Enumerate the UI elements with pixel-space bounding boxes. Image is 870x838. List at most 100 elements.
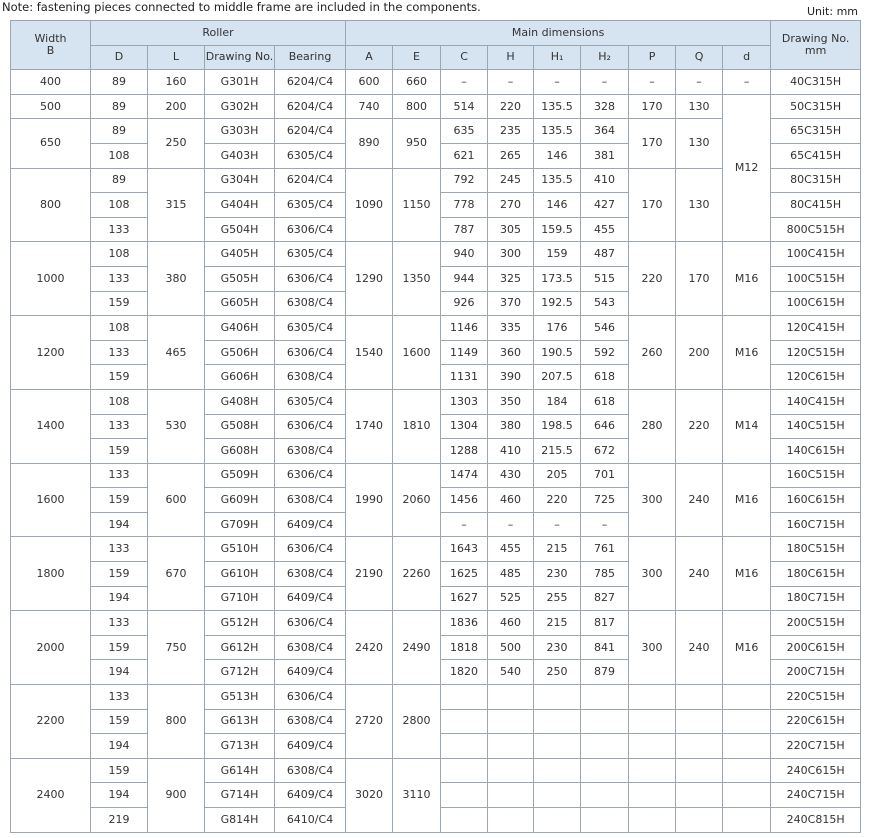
- cell: 1149: [440, 339, 489, 366]
- cell-text: 543: [594, 296, 616, 310]
- cell-text: 135.5: [541, 99, 573, 113]
- cell-text: 159: [108, 640, 130, 654]
- cell-text: M12: [734, 161, 759, 175]
- cell: 660: [392, 69, 442, 95]
- cell: 6409/C4: [273, 585, 347, 612]
- cell: 701: [580, 462, 630, 489]
- cell: M16: [722, 462, 772, 538]
- cell: 381: [580, 142, 630, 169]
- cell-text: 192.5: [541, 296, 573, 310]
- header-cell: d: [722, 44, 772, 71]
- cell-text: 215: [546, 542, 568, 556]
- cell: 220C515H: [770, 684, 862, 710]
- cell: 2260: [392, 536, 442, 612]
- cell-text: 1600: [402, 345, 431, 359]
- cell-text: –: [601, 74, 608, 88]
- cell-text: 800C515H: [786, 222, 845, 236]
- cell-text: 270: [500, 197, 522, 211]
- cell: 1304: [440, 413, 489, 440]
- cell: 6409/C4: [273, 782, 347, 808]
- cell-text: 133: [108, 345, 130, 359]
- cell: 120C515H: [770, 339, 862, 366]
- cell: 1290: [345, 241, 394, 317]
- cell: 207.5: [533, 364, 582, 390]
- cell: 900: [147, 757, 205, 833]
- cell-text: G614H: [220, 763, 259, 777]
- cell: –: [722, 69, 772, 95]
- cell: 1990: [345, 462, 394, 538]
- cell-text: 89: [112, 74, 126, 88]
- cell: 800: [392, 93, 442, 120]
- cell-text: 465: [165, 345, 187, 359]
- cell: 133: [90, 684, 148, 710]
- cell-text: 6308/C4: [286, 714, 334, 728]
- cell: –: [533, 511, 582, 538]
- cell-text: –: [461, 74, 467, 88]
- cell-text: 40C315H: [790, 74, 842, 88]
- header-cell: H: [487, 44, 535, 71]
- cell-text: 800: [406, 99, 428, 113]
- cell: [440, 757, 489, 784]
- cell: 220: [487, 93, 535, 120]
- cell-text: 944: [453, 271, 475, 285]
- cell: 260: [628, 315, 677, 390]
- cell: [533, 733, 582, 759]
- cell-text: G406H: [220, 320, 259, 334]
- cell-text: 380: [165, 271, 187, 285]
- cell: 6308/C4: [273, 438, 347, 464]
- cell: –: [675, 69, 724, 95]
- cell: [580, 708, 630, 735]
- cell-text: 6409/C4: [286, 665, 334, 679]
- data-row: 1400 108 530 G408H 6305/C4 1740 1810 1303 350 184…: [10, 388, 862, 464]
- cell-text: 455: [594, 222, 616, 236]
- cell: 280: [628, 388, 677, 464]
- header-cell: Width B: [10, 19, 91, 71]
- cell: 240C615H: [770, 757, 862, 784]
- cell: 140C415H: [770, 388, 862, 415]
- cell: 6204/C4: [273, 167, 347, 194]
- cell-text: 280: [641, 419, 663, 433]
- cell-text: 50C315H: [790, 99, 842, 113]
- cell: 1810: [392, 388, 442, 464]
- cell-text: 328: [594, 99, 616, 113]
- cell: 400: [10, 69, 91, 95]
- cell-text: 2800: [402, 714, 431, 728]
- cell: 6204/C4: [273, 118, 347, 144]
- cell: 325: [487, 265, 535, 292]
- cell-text: –: [601, 517, 608, 531]
- cell-text: 1474: [450, 468, 479, 482]
- cell-text: 130: [688, 136, 710, 150]
- header-cell: D: [90, 44, 148, 71]
- cell-text: 6305/C4: [286, 247, 334, 261]
- cell: 3110: [392, 757, 442, 833]
- cell: 6204/C4: [273, 93, 347, 120]
- cell-text: 240: [688, 566, 710, 580]
- cell-text: G609H: [220, 493, 259, 507]
- cell: 133: [90, 265, 148, 292]
- cell-text: 390: [500, 370, 522, 384]
- cell: 455: [580, 216, 630, 243]
- cell-text: 515: [594, 271, 616, 285]
- cell-text: 133: [108, 419, 130, 433]
- cell-text: G606H: [220, 370, 259, 384]
- cell-text: 255: [546, 591, 568, 605]
- cell: 410: [580, 167, 630, 194]
- cell-text: 3110: [402, 788, 431, 802]
- cell: 1131: [440, 364, 489, 390]
- cell: 130: [675, 93, 724, 120]
- cell-text: 65C415H: [790, 148, 842, 162]
- cell-text: 6308/C4: [286, 443, 334, 457]
- cell-text: 180C615H: [786, 566, 845, 580]
- cell-text: 146: [546, 148, 568, 162]
- cell: 600: [147, 462, 205, 538]
- header-cell-text: Width: [34, 32, 67, 46]
- cell: –: [487, 69, 535, 95]
- cell-text: 140C515H: [786, 419, 845, 433]
- cell: 335: [487, 315, 535, 341]
- cell: G605H: [204, 290, 275, 317]
- cell-text: 1090: [355, 197, 384, 211]
- cell: 215: [533, 610, 582, 636]
- cell: 1800: [10, 536, 91, 612]
- cell-text: 170: [641, 99, 663, 113]
- cell: 817: [580, 610, 630, 636]
